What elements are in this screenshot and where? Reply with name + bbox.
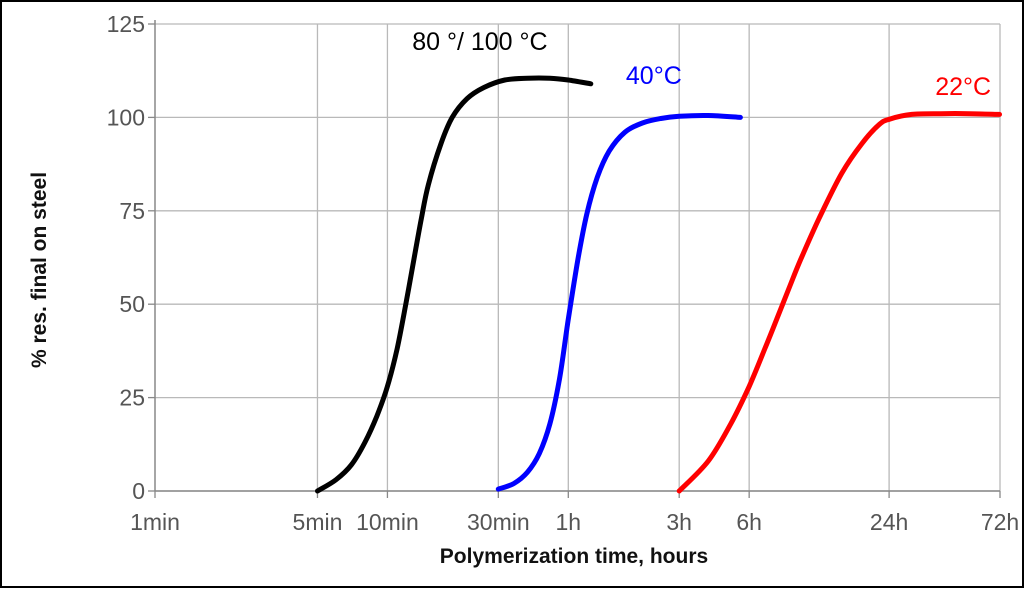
x-tick-label: 6h (736, 509, 762, 535)
tick-labels: 0 25 50 75 100 125 1min 5min 10min 30min 1h 3h 6h 24h… (107, 11, 1020, 535)
x-tick-label: 10min (356, 509, 419, 535)
series-line-3 (676, 111, 1002, 494)
y-tick-label: 0 (132, 478, 145, 504)
y-tick-label: 50 (119, 291, 145, 317)
y-tick-label: 75 (119, 198, 145, 224)
x-tick-label: 72h (981, 509, 1019, 535)
y-tick-label: 100 (107, 104, 145, 130)
series-label-2: 40°C (626, 62, 682, 90)
y-tick-label: 125 (107, 11, 145, 37)
data-series (315, 75, 1002, 494)
x-tick-label: 24h (870, 509, 908, 535)
series-label-1: 80 °/ 100 °C (412, 28, 547, 56)
axes (148, 20, 1001, 498)
x-tick-label: 3h (666, 509, 692, 535)
y-tick-label: 25 (119, 385, 145, 411)
x-tick-label: 1min (130, 509, 180, 535)
y-axis-title: % res. final on steel (28, 172, 51, 368)
x-tick-label: 30min (467, 509, 530, 535)
x-tick-label: 1h (556, 509, 582, 535)
x-axis-title: Polymerization time, hours (440, 545, 708, 568)
x-tick-label: 5min (293, 509, 343, 535)
series-line-2 (495, 112, 743, 492)
series-label-3: 22°C (935, 73, 991, 101)
series-line-1 (315, 75, 594, 494)
